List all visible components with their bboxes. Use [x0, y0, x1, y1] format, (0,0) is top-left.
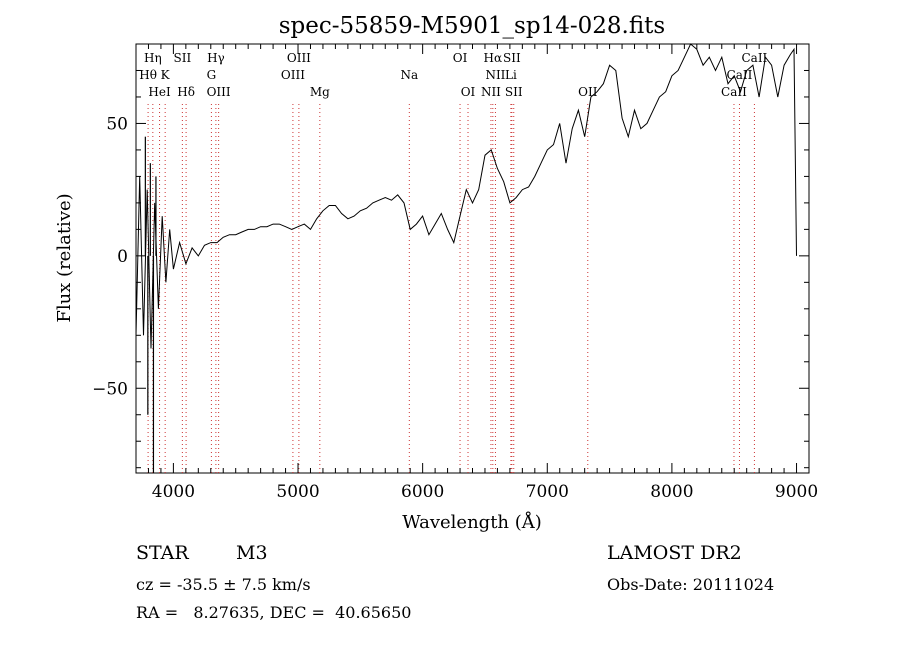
line-marker-label-22: CaII — [741, 51, 767, 65]
survey-name: LAMOST DR2 — [607, 542, 742, 564]
object-subclass: M3 — [236, 542, 268, 564]
line-marker-label-9: OIII — [287, 51, 311, 65]
line-marker-label-6: Hγ — [207, 51, 225, 65]
y-tick-label--50: −50 — [92, 379, 128, 399]
line-marker-label-15: Hα — [484, 51, 503, 65]
plot-frame — [135, 43, 810, 474]
spectrum-series — [135, 43, 797, 473]
x-tick-label-7000: 7000 — [526, 482, 569, 502]
line-marker-label-13: OI — [453, 51, 468, 65]
y-axis-label: Flux (relative) — [54, 193, 75, 322]
line-marker-label-3: SII — [174, 51, 192, 65]
line-marker-label-2: HeI — [148, 85, 171, 99]
line-marker-label-7: G — [207, 68, 217, 82]
line-marker-label-20: SII — [505, 85, 523, 99]
spectrum-plot: spec-55859-M5901_sp14-028.fits Hη Hθ HeI SI… — [54, 13, 818, 533]
spectrum-line — [135, 43, 797, 349]
line-marker-label-5: Hδ — [177, 85, 195, 99]
line-marker-label-12: Na — [400, 68, 418, 82]
line-marker-label-0: Hη — [144, 51, 162, 65]
y-tick-label-50: 50 — [106, 114, 128, 134]
line-marker-label-18: Li — [505, 68, 517, 82]
line-marker-label-14: OI — [461, 85, 476, 99]
line-marker-label-16: SII — [503, 51, 521, 65]
line-marker-label-11: Mg — [310, 85, 330, 99]
line-marker-label-1: Hθ — [139, 68, 157, 82]
x-tick-label-9000: 9000 — [775, 482, 818, 502]
line-marker-label-10: OIII — [281, 68, 305, 82]
observation-date: Obs-Date: 20111024 — [607, 575, 775, 594]
y-tick-label-0: 0 — [117, 247, 128, 267]
line-marker-label-8: OIII — [207, 85, 231, 99]
x-axis-ticks: 4000 5000 6000 7000 8000 9000 — [135, 44, 818, 502]
x-tick-label-5000: 5000 — [276, 482, 319, 502]
line-marker-label-21: OII — [578, 85, 598, 99]
x-axis-label: Wavelength (Å) — [402, 511, 542, 533]
x-tick-label-8000: 8000 — [650, 482, 693, 502]
line-marker-label-4: K — [161, 68, 171, 82]
x-tick-label-6000: 6000 — [401, 482, 444, 502]
coordinates-text: RA = 8.27635, DEC = 40.65650 — [136, 603, 412, 622]
redshift-text: cz = -35.5 ± 7.5 km/s — [136, 575, 311, 594]
line-marker-label-24: CaII — [721, 85, 747, 99]
line-marker-label-17: NII — [485, 68, 505, 82]
line-marker-label-19: NII — [481, 85, 501, 99]
y-axis-ticks: −50 0 50 — [92, 43, 809, 469]
object-class: STAR — [136, 542, 189, 564]
x-tick-label-4000: 4000 — [152, 482, 195, 502]
chart-title: spec-55859-M5901_sp14-028.fits — [279, 13, 665, 39]
